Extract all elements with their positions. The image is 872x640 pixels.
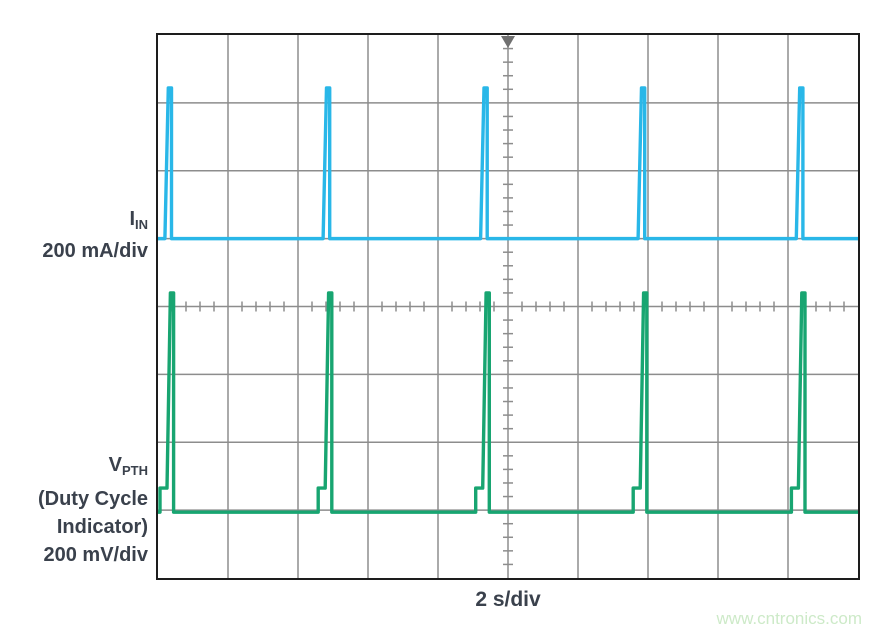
trace2-desc-line1: (Duty Cycle bbox=[37, 488, 148, 510]
trace2-scale: 200 mV/div bbox=[43, 544, 148, 566]
trigger-marker-icon bbox=[501, 36, 515, 48]
waveform-canvas bbox=[158, 35, 858, 578]
trace1-scale: 200 mA/div bbox=[42, 240, 148, 262]
trace2-desc-line2: Indicator) bbox=[56, 516, 148, 538]
trace2-label: VPTH (Duty Cycle Indicator) 200 mV/div bbox=[0, 451, 148, 569]
scope-graticule bbox=[156, 33, 860, 580]
trace1-signal-name: IIN bbox=[129, 208, 148, 232]
trace1-label: IIN 200 mA/div bbox=[0, 206, 148, 265]
trace2-signal-name: VPTH bbox=[108, 454, 148, 478]
trace-1-waveform bbox=[158, 86, 858, 241]
trace-2-waveform bbox=[158, 291, 858, 514]
watermark-text: www.cntronics.com bbox=[716, 609, 862, 628]
minor-ticks bbox=[171, 47, 845, 566]
time-per-div-label: 2 s/div bbox=[475, 588, 541, 611]
